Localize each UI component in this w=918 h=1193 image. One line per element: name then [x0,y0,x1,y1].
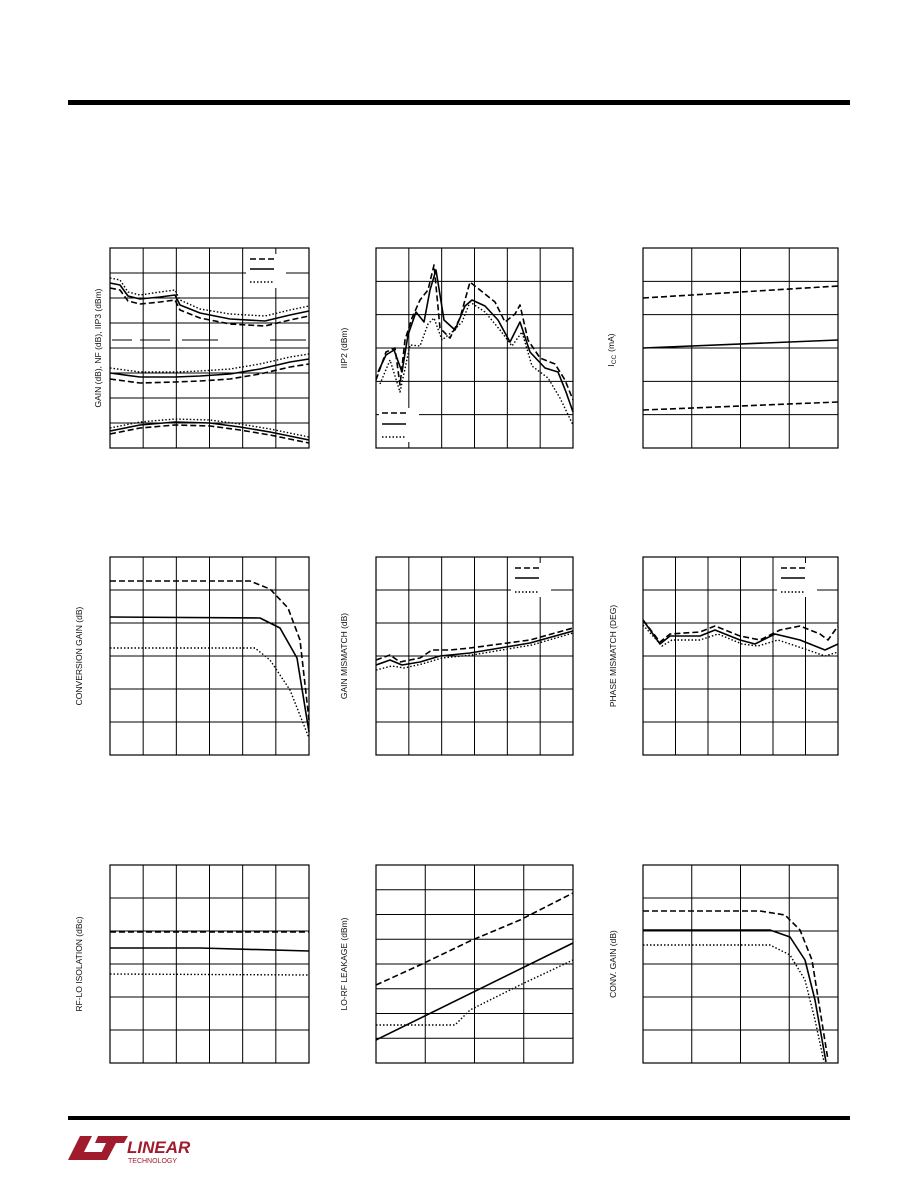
y-axis-label: RF-LO ISOLATION (dBc) [74,916,84,1011]
curves-conv-gain [643,910,829,1063]
curves-conversion-gain [109,580,310,739]
curve [109,353,310,373]
curve [642,619,839,651]
y-axis-label: IIP2 (dBm) [339,328,349,369]
curve [109,418,310,438]
curve [375,627,574,663]
logo-mark [68,1136,104,1160]
curves-gain-nf-iip3 [109,254,310,444]
curves-phase-mismatch [642,563,839,657]
curve [375,264,574,401]
curve [109,424,310,444]
bottom-rule [68,1116,850,1120]
curves-iip2 [375,264,574,442]
grids [109,247,839,1064]
plot-frame [109,556,310,756]
curve [379,301,574,426]
curve [643,944,825,1063]
curve [109,616,310,733]
curve [110,580,310,721]
y-axis-label: CONV. GAIN (dB) [608,930,618,998]
curve [375,942,574,1041]
curve [642,619,839,643]
plot-frame [642,864,839,1064]
curves-rf-lo-isolation [109,931,310,976]
curves-gain-mismatch [375,563,574,671]
curve [109,421,310,441]
top-rule [68,100,850,105]
logo: LINEAR TECHNOLOGY [68,1136,191,1165]
curve [375,892,574,986]
plot-frame [375,556,574,756]
curve [375,632,574,671]
curve [109,973,310,976]
curve [109,358,310,378]
plot-frame [642,556,839,756]
curve [642,401,839,411]
curve [642,285,839,299]
plot-frame [375,864,574,1064]
curve [109,277,310,317]
curve [109,363,310,384]
plot-frame [109,864,310,1064]
y-axis-label: PHASE MISMATCH (DEG) [608,605,618,707]
curve [375,630,574,666]
curve [109,287,310,327]
plot-frame [375,247,574,449]
curve [642,339,839,349]
logo-word: LINEAR [127,1138,191,1157]
label-sub: CC [611,355,618,365]
curve [377,269,574,413]
y-axis-label: GAIN (dB), NF (dB), IIP3 (dBm) [93,288,103,407]
curve [110,947,310,952]
y-axis-label: LO-RF LEAKAGE (dBm) [339,917,349,1010]
curve [643,910,829,1061]
curve [376,959,574,1026]
logo-sub: TECHNOLOGY [128,1158,177,1165]
curve [109,282,310,322]
label-part: (mA) [606,333,616,352]
curve [110,647,310,739]
y-axis-label: CONVERSION GAIN (dB) [74,606,84,705]
curve [643,929,827,1063]
y-axis-label: ICC (mA) [606,333,618,366]
label-part: I [606,364,616,366]
curves-icc [642,285,839,411]
y-axis-label: GAIN MISMATCH (dB) [339,613,349,699]
curves-lo-rf-leakage [375,892,574,1041]
logo-mark [95,1136,128,1160]
curve [642,624,839,657]
plot-frame [109,247,310,449]
